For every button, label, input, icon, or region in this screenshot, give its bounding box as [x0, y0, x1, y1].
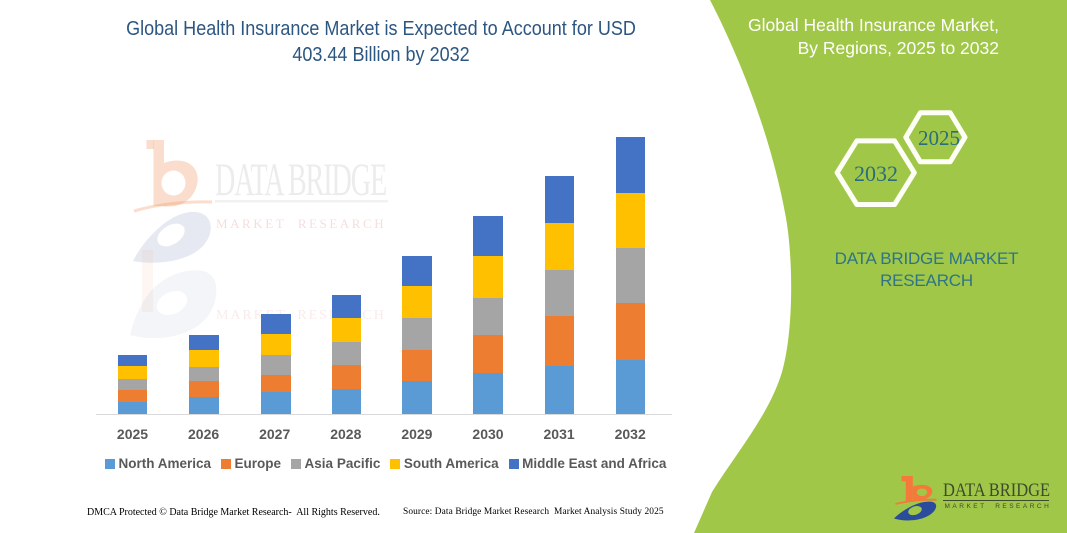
svg-text:MARKET RESEARCH: MARKET RESEARCH: [216, 308, 387, 323]
svg-text:DATA BRIDGE: DATA BRIDGE: [215, 154, 387, 206]
svg-text:MARKET RESEARCH: MARKET RESEARCH: [216, 216, 387, 231]
